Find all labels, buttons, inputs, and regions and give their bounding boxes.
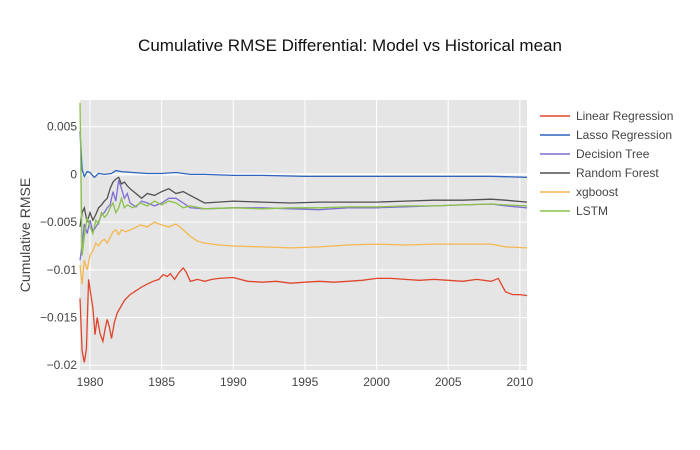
x-axis-ticks: 1980 1985 1990 1995 2000 2005 2010: [77, 375, 534, 389]
legend-label: Lasso Regression: [576, 128, 672, 142]
legend-item-xgboost[interactable]: xgboost: [540, 185, 619, 199]
series-line-random-forest: [79, 176, 528, 227]
x-tick-label: 1980: [77, 375, 104, 389]
x-tick-label: 2010: [506, 375, 533, 389]
legend-item-random-forest[interactable]: Random Forest: [540, 166, 659, 180]
series-line-lasso-regression: [79, 131, 528, 179]
x-tick-label: 2005: [435, 375, 462, 389]
legend-label: Linear Regression: [576, 109, 673, 123]
y-tick-label: 0.005: [47, 120, 77, 134]
legend-label: Decision Tree: [576, 147, 650, 161]
y-axis-ticks: 0.005 0 −0.005 −0.01 −0.015 −0.02: [40, 120, 77, 373]
series-line-lstm: [79, 102, 528, 256]
legend-item-linear-regression[interactable]: Linear Regression: [540, 109, 673, 123]
x-tick-label: 1995: [292, 375, 319, 389]
legend-label: Random Forest: [576, 166, 659, 180]
legend-item-decision-tree[interactable]: Decision Tree: [540, 147, 650, 161]
chart-title: Cumulative RMSE Differential: Model vs H…: [138, 36, 562, 55]
series-line-xgboost: [79, 221, 528, 285]
y-tick-label: −0.015: [40, 311, 77, 325]
y-tick-label: −0.01: [47, 263, 78, 277]
grid: [80, 100, 527, 370]
x-tick-label: 2000: [363, 375, 390, 389]
legend-label: LSTM: [576, 204, 608, 218]
y-axis-label: Cumulative RMSE: [17, 178, 33, 292]
legend-label: xgboost: [576, 185, 619, 199]
legend-item-lstm[interactable]: LSTM: [540, 204, 608, 218]
legend[interactable]: Linear Regression Lasso Regression Decisio…: [540, 109, 673, 218]
y-tick-label: 0: [70, 167, 77, 181]
plot-area: [80, 100, 527, 370]
series-layer: [79, 102, 528, 363]
series-line-linear-regression: [79, 266, 528, 363]
y-tick-label: −0.02: [47, 358, 78, 372]
y-tick-label: −0.005: [40, 215, 77, 229]
x-tick-label: 1985: [148, 375, 175, 389]
legend-item-lasso-regression[interactable]: Lasso Regression: [540, 128, 672, 142]
x-tick-label: 1990: [220, 375, 247, 389]
